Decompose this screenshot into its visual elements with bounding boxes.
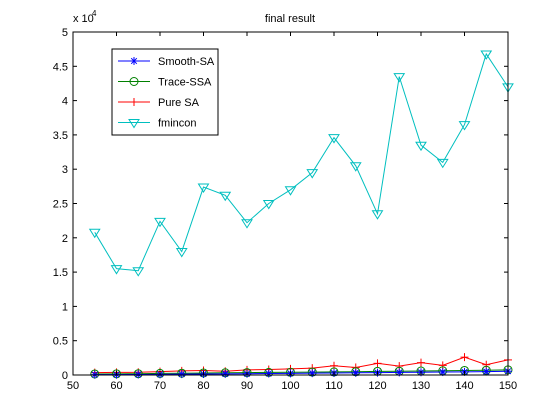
- x-tick-label: 130: [412, 380, 430, 392]
- data-point-fmincon: [132, 267, 145, 277]
- data-point-smooth-sa-d2: [483, 368, 490, 375]
- data-point-pure-sa: [482, 360, 491, 369]
- data-point-pure-sa: [417, 358, 425, 367]
- y-tick-label: 4: [62, 96, 68, 108]
- legend-entry-smooth-sa: Smooth-SA: [118, 56, 215, 68]
- data-point-fmincon: [415, 141, 427, 152]
- x-tick-label: 90: [241, 380, 253, 392]
- x-tick-label: 100: [281, 380, 299, 392]
- x-tick-label: 80: [197, 380, 209, 392]
- data-point-smooth-sa-d2: [439, 368, 446, 376]
- legend-entry-pure-sa: Pure SA: [118, 97, 200, 109]
- legend-label-fmincon: fmincon: [158, 118, 197, 130]
- data-point-smooth-sa: [177, 370, 186, 379]
- data-point-fmincon: [197, 183, 210, 193]
- data-point-smooth-sa: [264, 369, 273, 378]
- x-tick-label: 70: [154, 380, 166, 392]
- legend-label-smooth-sa: Smooth-SA: [158, 56, 215, 68]
- data-point-fmincon: [88, 228, 101, 239]
- data-point-smooth-sa: [351, 368, 360, 377]
- legend-marker-smooth-sa-d2: [130, 57, 138, 65]
- y-tick-label: 0: [62, 370, 68, 382]
- y-tick-label: 0.5: [53, 336, 68, 348]
- data-point-smooth-sa: [482, 367, 491, 376]
- data-point-fmincon: [480, 50, 493, 60]
- x-tick-label: 50: [67, 380, 79, 392]
- data-point-fmincon: [110, 265, 123, 275]
- y-multiplier-label: x 10: [73, 13, 94, 25]
- data-point-fmincon: [371, 210, 384, 220]
- data-point-fmincon: [349, 162, 362, 172]
- data-point-smooth-sa: [308, 369, 317, 378]
- data-point-fmincon: [284, 186, 297, 196]
- data-point-fmincon: [436, 158, 449, 169]
- data-point-fmincon: [328, 134, 340, 144]
- data-point-pure-sa: [460, 353, 469, 362]
- data-point-smooth-sa-d2: [135, 371, 142, 378]
- y-tick-label: 2.5: [53, 199, 68, 211]
- y-tick-label: 1.5: [53, 267, 68, 279]
- legend-marker-pure-sa: [130, 98, 138, 106]
- x-tick-label: 150: [499, 380, 517, 392]
- axes-layer: 50 60 70 80 90 100 110 120 130 140 150 0 0.5 1 1.5 2 2.5…: [53, 27, 517, 392]
- y-tick-label: 5: [62, 27, 68, 39]
- x-tick-label: 120: [368, 380, 386, 392]
- data-point-fmincon: [393, 73, 406, 83]
- data-point-fmincon: [458, 121, 471, 131]
- legend-entry-trace-ssa: Trace-SSA: [118, 77, 212, 89]
- y-tick-label: 1: [62, 301, 68, 313]
- data-point-fmincon: [154, 217, 166, 228]
- legend-marker-smooth-sa: [130, 57, 138, 65]
- legend-entry-fmincon: fmincon: [118, 118, 197, 130]
- data-point-smooth-sa: [221, 369, 230, 378]
- data-point-smooth-sa-d2: [178, 370, 185, 378]
- y-tick-label: 4.5: [53, 61, 68, 73]
- legend-marker-trace-ssa: [129, 77, 139, 86]
- x-tick-label: 110: [325, 380, 343, 392]
- data-point-fmincon: [241, 219, 253, 229]
- data-point-smooth-sa-d2: [222, 370, 229, 377]
- data-point-smooth-sa-d2: [396, 369, 403, 376]
- series-fmincon: [88, 50, 514, 277]
- data-point-fmincon: [219, 191, 232, 202]
- y-axis-multiplier: x 10 4: [73, 9, 97, 25]
- data-point-pure-sa: [373, 359, 382, 368]
- data-point-fmincon: [306, 169, 319, 179]
- x-tick-label: 60: [110, 380, 122, 392]
- chart-title: final result: [265, 13, 315, 25]
- data-point-smooth-sa: [134, 370, 143, 379]
- data-point-fmincon: [262, 200, 275, 210]
- x-tick-label: 140: [455, 380, 473, 392]
- y-tick-label: 3: [62, 164, 68, 176]
- y-tick-label: 3.5: [53, 130, 68, 142]
- data-point-fmincon: [175, 248, 188, 258]
- legend-label-trace-ssa: Trace-SSA: [158, 77, 212, 89]
- legend-marker-fmincon: [128, 119, 140, 129]
- legend: Smooth-SA Trace-SSA Pure SA fmincon: [111, 48, 219, 136]
- legend-label-pure-sa: Pure SA: [158, 97, 200, 109]
- y-multiplier-exponent: 4: [92, 9, 97, 18]
- y-tick-label: 2: [62, 233, 68, 245]
